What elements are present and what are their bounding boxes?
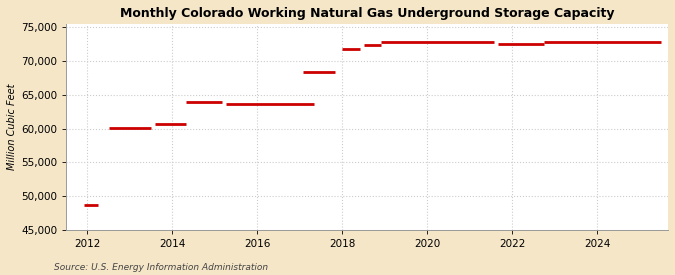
Text: Source: U.S. Energy Information Administration: Source: U.S. Energy Information Administ…	[54, 263, 268, 272]
Y-axis label: Million Cubic Feet: Million Cubic Feet	[7, 84, 17, 170]
Title: Monthly Colorado Working Natural Gas Underground Storage Capacity: Monthly Colorado Working Natural Gas Und…	[120, 7, 614, 20]
